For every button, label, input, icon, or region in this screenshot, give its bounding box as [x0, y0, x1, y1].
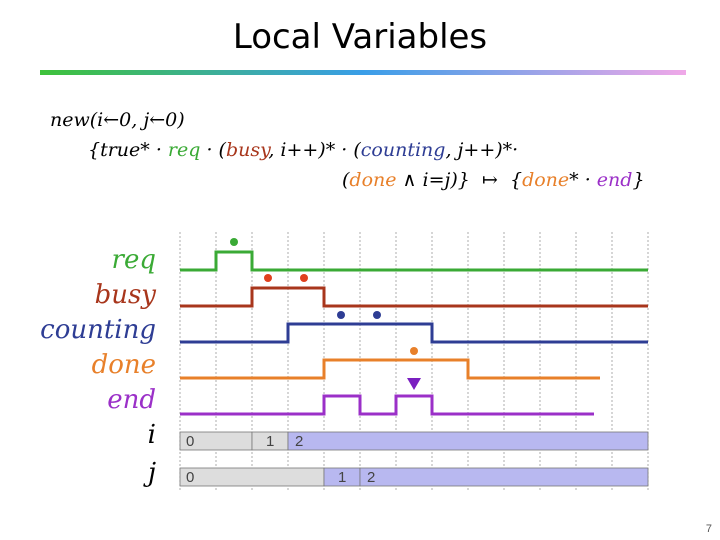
counter-cell [287, 431, 649, 451]
formula-segment: ( [342, 169, 350, 191]
counter-label: j [143, 458, 156, 488]
formula-segment: * · [569, 169, 597, 191]
event-triangle [407, 378, 421, 390]
formula-segment: {true* · [88, 139, 168, 161]
counting-wave [180, 322, 648, 344]
req-wave [180, 250, 648, 272]
counter-value: 2 [295, 433, 303, 450]
signal-label: req [112, 245, 156, 275]
counter-cell [359, 467, 649, 487]
event-dot [373, 311, 381, 319]
signal-label: end [107, 385, 156, 415]
event-dot [300, 274, 308, 282]
formula-segment: , i++)* · ( [268, 139, 361, 161]
busy-wave [180, 286, 648, 308]
event-dot [230, 238, 238, 246]
signal-label: done [92, 350, 156, 380]
counter-value: 1 [266, 433, 274, 450]
signal-label: busy [95, 280, 157, 310]
title-rule [40, 70, 686, 75]
formula-segment: end [597, 169, 633, 191]
formula-segment: } [632, 169, 644, 191]
formula-segment: done [349, 169, 396, 191]
formula: new(i←0, j←0) {true* · req · (busy, i++)*… [50, 109, 645, 191]
counter-cell [179, 467, 325, 487]
event-dot [264, 274, 272, 282]
signal-labels: req busy counting done end [40, 245, 156, 415]
counter-label: i [148, 420, 156, 450]
formula-line: new(i←0, j←0) [50, 109, 185, 131]
event-dot [410, 347, 418, 355]
counter-value: 1 [338, 469, 346, 486]
formula-segment: ∧ i=j)} ↦ { [397, 169, 523, 191]
slide-title: Local Variables [233, 17, 487, 57]
formula-segment: · ( [200, 139, 226, 161]
formula-segment: new(i←0, j←0) [50, 109, 185, 131]
formula-segment: counting [361, 139, 446, 161]
event-dot [337, 311, 345, 319]
formula-segment: , j++)*· [445, 139, 518, 161]
waveforms [180, 238, 648, 416]
formula-segment: done [522, 169, 569, 191]
signal-label: counting [40, 315, 156, 345]
counter-value: 0 [186, 433, 194, 450]
formula-line: (done ∧ i=j)} ↦ {done* · end} [342, 169, 645, 191]
formula-segment: req [168, 139, 201, 161]
end-wave [180, 394, 594, 416]
formula-line: {true* · req · (busy, i++)* · (counting,… [88, 139, 518, 161]
counter-value: 0 [186, 469, 194, 486]
formula-segment: busy [226, 139, 271, 161]
counter-value: 2 [367, 469, 375, 486]
done-wave [180, 358, 600, 380]
page-number: 7 [706, 523, 712, 535]
counter-rows: i 0 1 2 j 0 1 2 [143, 420, 649, 488]
